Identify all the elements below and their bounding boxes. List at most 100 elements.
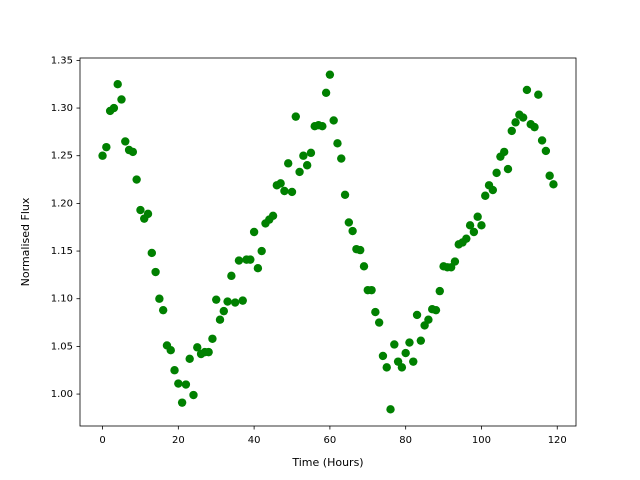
scatter-point <box>424 315 433 324</box>
scatter-point <box>177 398 187 407</box>
scatter-point <box>234 256 244 265</box>
scatter-point <box>128 147 138 157</box>
x-axis-label: Time (Hours) <box>291 456 363 469</box>
scatter-point <box>189 390 198 400</box>
scatter-point <box>359 262 369 271</box>
x-tick-label: 120 <box>548 435 567 446</box>
scatter-point <box>371 307 380 317</box>
scatter-point <box>155 294 164 303</box>
x-tick-label: 80 <box>399 435 412 446</box>
scatter-point <box>257 246 266 256</box>
scatter-point <box>204 347 213 357</box>
scatter-point <box>534 90 543 99</box>
scatter-point <box>158 305 168 315</box>
scatter-point <box>465 221 475 230</box>
scatter-point <box>374 318 384 327</box>
scatter-point <box>132 175 141 184</box>
scatter-point <box>212 295 221 304</box>
scatter-point <box>337 154 346 163</box>
scatter-point <box>431 305 441 315</box>
scatter-point <box>405 338 414 347</box>
scatter-point <box>367 285 376 295</box>
scatter-point <box>397 363 407 372</box>
scatter-point <box>545 171 554 180</box>
scatter-point <box>412 310 422 320</box>
scatter-point <box>121 137 130 146</box>
scatter-point <box>249 227 259 237</box>
y-tick-label: 1.05 <box>51 341 73 352</box>
scatter-point <box>98 151 107 160</box>
scatter-point <box>170 366 179 375</box>
scatter-point <box>109 103 119 113</box>
scatter-point <box>409 357 418 366</box>
scatter-point <box>181 380 191 389</box>
scatter-point <box>462 234 471 243</box>
scatter-point <box>503 164 513 174</box>
scatter-point <box>276 179 285 188</box>
scatter-point <box>507 126 516 136</box>
scatter-point <box>499 147 509 157</box>
scatter-point <box>299 151 308 160</box>
scatter-point <box>530 122 539 132</box>
scatter-point <box>143 209 153 219</box>
scatter-point <box>390 340 399 349</box>
scatter-point <box>280 186 289 196</box>
scatter-point <box>174 379 183 388</box>
scatter-point <box>166 346 175 355</box>
scatter-point <box>522 85 532 95</box>
scatter-point <box>378 351 388 361</box>
scatter-point <box>333 139 342 148</box>
scatter-point <box>219 306 228 316</box>
scatter-point <box>102 142 111 152</box>
scatter-point <box>147 248 157 258</box>
scatter-point <box>268 211 278 220</box>
scatter-point <box>481 191 490 200</box>
scatter-point <box>325 70 335 79</box>
scatter-point <box>549 180 558 189</box>
scatter-point <box>223 297 232 306</box>
scatter-point <box>151 267 160 277</box>
scatter-point <box>492 168 501 178</box>
scatter-point <box>348 226 357 236</box>
scatter-point <box>227 271 236 281</box>
y-tick-label: 1.25 <box>51 151 73 162</box>
scatter-point <box>113 80 122 89</box>
scatter-point <box>306 148 316 158</box>
scatter-point <box>329 116 338 125</box>
x-tick-label: 0 <box>99 435 105 446</box>
scatter-point <box>291 112 300 121</box>
x-tick-label: 20 <box>172 435 185 446</box>
scatter-point <box>340 190 350 200</box>
y-tick-label: 1.10 <box>51 294 73 305</box>
scatter-point <box>511 118 520 127</box>
scatter-point <box>117 95 126 104</box>
y-tick-label: 1.00 <box>51 389 73 400</box>
scatter-point <box>321 88 331 97</box>
scatter-point <box>284 159 293 168</box>
scatter-point <box>208 334 217 343</box>
y-tick-label: 1.35 <box>51 55 73 66</box>
scatter-point <box>435 286 444 296</box>
scatter-point <box>185 354 194 363</box>
scatter-point <box>386 405 395 414</box>
y-tick-label: 1.15 <box>51 246 73 257</box>
scatter-point <box>193 343 202 352</box>
scatter-point <box>477 221 486 230</box>
scatter-point <box>295 167 304 177</box>
scatter-point <box>416 336 426 345</box>
scatter-point <box>469 227 479 237</box>
scatter-point <box>518 113 528 122</box>
y-tick-label: 1.30 <box>51 103 73 114</box>
scatter-point <box>287 187 297 197</box>
scatter-point <box>344 218 354 227</box>
scatter-point <box>246 255 255 264</box>
scatter-point <box>382 363 391 372</box>
x-tick-label: 40 <box>248 435 261 446</box>
plot-frame <box>79 57 577 427</box>
x-tick-label: 60 <box>324 435 337 446</box>
scatter-point <box>136 205 145 215</box>
scatter-point <box>230 298 240 307</box>
scatter-point <box>541 146 551 156</box>
